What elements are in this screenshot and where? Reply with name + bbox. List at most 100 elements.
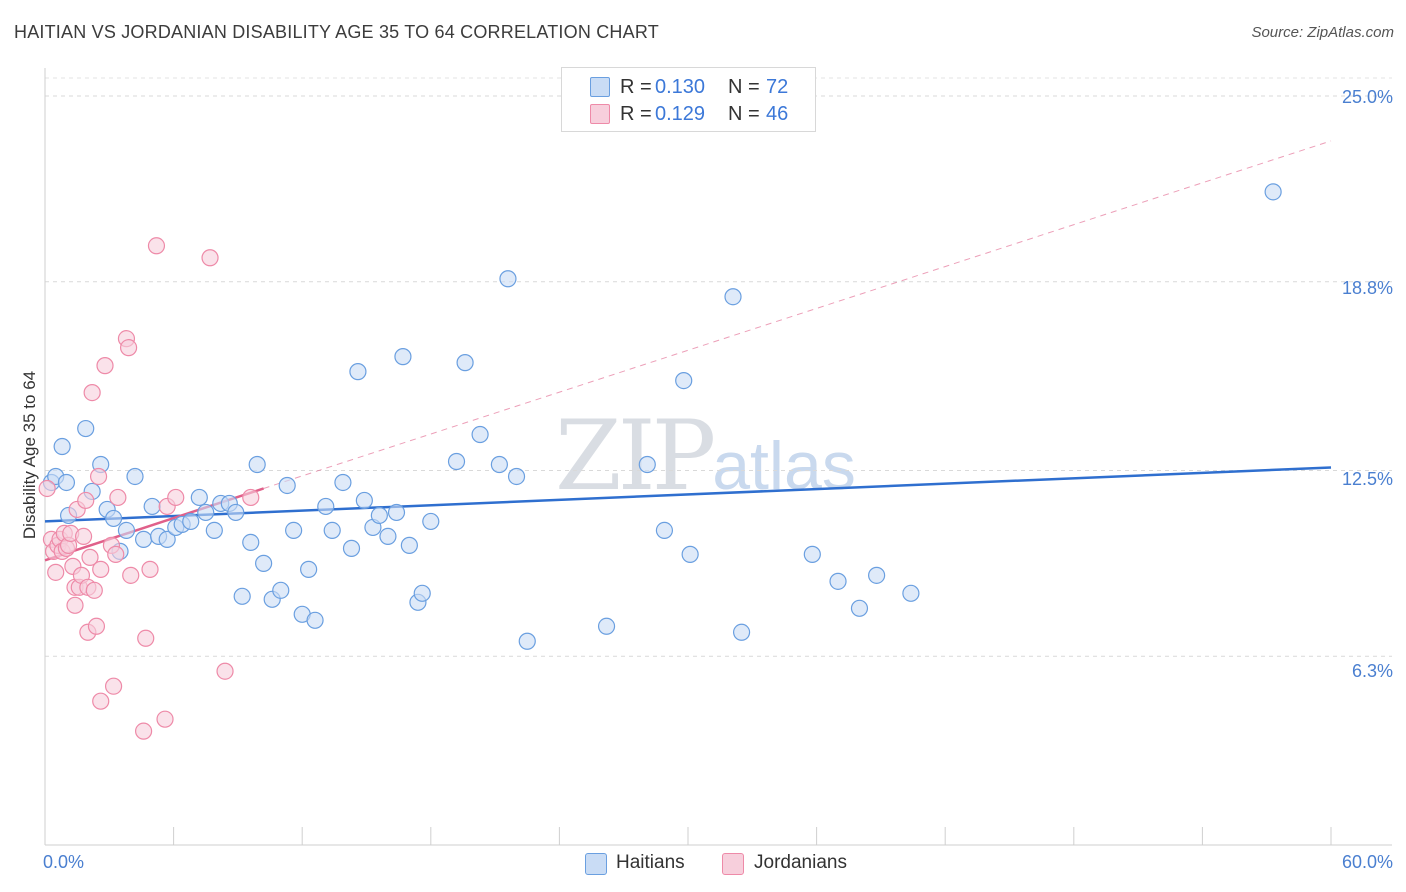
haitian-point (143, 497, 161, 516)
haitian-point (471, 425, 489, 444)
legend-swatch-jordanian (590, 104, 610, 124)
legend-r-value: 0.130 (655, 76, 706, 98)
haitian-point (413, 584, 431, 602)
haitian-point (158, 530, 176, 548)
haitian-point (134, 530, 153, 548)
jordanian-point (107, 545, 125, 563)
jordanian-point (119, 339, 138, 357)
y-tick-label: 12.5% (1341, 469, 1393, 489)
trendline-haitians (44, 466, 1332, 523)
legend-swatch-haitian (590, 77, 610, 97)
x-tick-label: 0.0% (43, 852, 85, 872)
trendlines (44, 140, 1332, 562)
jordanian-point (89, 467, 108, 486)
haitian-point (638, 455, 656, 474)
jordanian-point (104, 677, 123, 695)
jordanian-point (66, 596, 84, 614)
legend-r-label: R = (620, 103, 652, 125)
haitian-point (300, 560, 318, 578)
jordanian-point (38, 479, 56, 498)
haitian-point (868, 566, 886, 584)
haitian-point (1264, 183, 1282, 201)
haitian-point (255, 554, 273, 572)
jordanian-point (47, 563, 65, 581)
source-label: Source: ZipAtlas.com (1251, 24, 1394, 41)
data-points (38, 183, 1282, 740)
haitian-point (197, 503, 215, 522)
axes (44, 68, 1392, 846)
legend-n-value: 46 (766, 103, 789, 125)
haitian-point (655, 521, 674, 540)
jordanian-point (85, 581, 103, 599)
haitian-point (278, 476, 296, 495)
y-axis-title: Disability Age 35 to 64 (20, 370, 39, 540)
legend-n-value: 72 (766, 76, 789, 98)
legend-n-label: N = (728, 103, 760, 125)
jordanian-point (77, 491, 95, 510)
haitian-point (317, 497, 335, 516)
chart-title: HAITIAN VS JORDANIAN DISABILITY AGE 35 T… (14, 22, 659, 42)
haitian-point (126, 467, 144, 486)
haitian-point (355, 491, 373, 510)
jordanian-point (242, 488, 260, 507)
haitian-point (248, 455, 266, 474)
haitian-point (681, 545, 699, 563)
legend-n-label: N = (728, 76, 760, 98)
jordanian-point (122, 566, 140, 584)
haitian-point (456, 354, 474, 372)
jordanian-point (109, 488, 127, 507)
trendline-jordanians-dashed (263, 140, 1332, 489)
jordanian-point (74, 527, 93, 546)
legend: R = 0.130 N = 72 R = 0.129 N = 46 (561, 67, 816, 132)
jordanian-point (216, 662, 234, 680)
haitian-point (323, 521, 341, 540)
haitian-point (182, 512, 200, 531)
haitian-point (724, 288, 742, 306)
jordanian-point (141, 560, 159, 578)
haitian-point (272, 581, 290, 599)
haitian-point (379, 527, 397, 546)
jordanian-point (81, 548, 99, 566)
haitian-point (104, 509, 123, 528)
x-tick-label: 60.0% (1341, 852, 1393, 872)
haitian-point (803, 545, 821, 563)
haitian-point (850, 599, 869, 617)
bottom-legend-jordanian: Jordanians (754, 852, 847, 873)
jordanian-point (137, 629, 155, 647)
haitian-point (306, 611, 324, 629)
haitian-point (829, 572, 847, 590)
jordanian-point (83, 383, 101, 402)
haitian-point (387, 503, 406, 522)
haitian-point (675, 372, 693, 390)
haitian-point (334, 473, 352, 492)
haitian-point (518, 632, 536, 650)
legend-r-value: 0.129 (655, 103, 706, 125)
haitian-point (227, 503, 245, 522)
haitian-point (597, 617, 616, 635)
jordanian-point (92, 560, 110, 578)
haitian-point (342, 539, 361, 557)
jordanian-point (87, 617, 106, 635)
jordanian-point (92, 692, 110, 710)
bottom-legend-haitian: Haitians (616, 852, 685, 873)
haitian-point (370, 506, 388, 525)
bottom-legend-swatch-jordanian (722, 853, 744, 875)
haitian-point (507, 467, 526, 486)
haitian-point (190, 488, 208, 507)
jordanian-point (147, 237, 166, 255)
haitian-point (242, 533, 260, 551)
jordanian-point (134, 722, 153, 740)
haitian-point (57, 473, 76, 492)
legend-r-label: R = (620, 76, 652, 98)
bottom-legend-swatch-haitian (585, 853, 607, 875)
haitian-point (233, 587, 251, 605)
jordanian-point (201, 249, 219, 267)
haitian-point (349, 363, 367, 381)
haitian-point (499, 270, 517, 288)
y-tick-label: 25.0% (1341, 87, 1393, 107)
haitian-point (77, 419, 95, 438)
haitian-point (400, 536, 418, 554)
jordanian-point (167, 488, 185, 507)
haitian-point (732, 623, 751, 641)
